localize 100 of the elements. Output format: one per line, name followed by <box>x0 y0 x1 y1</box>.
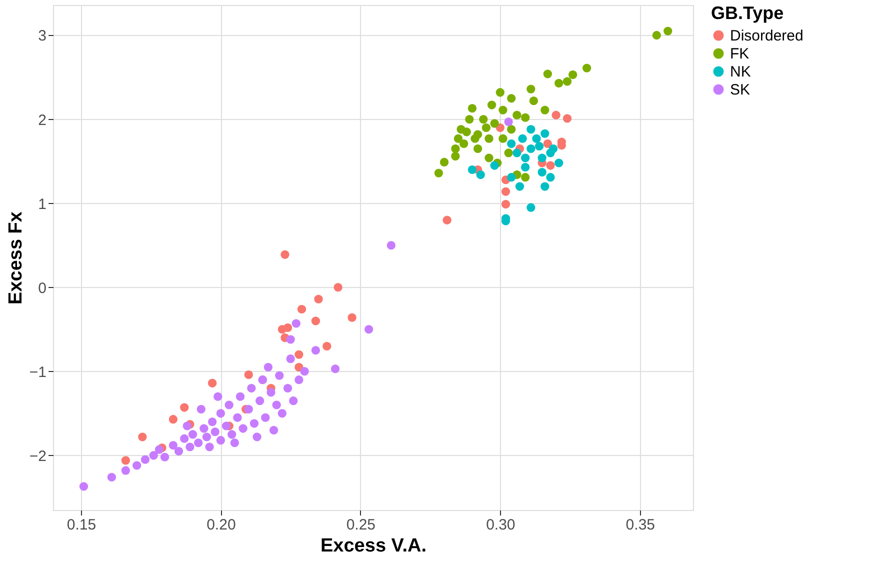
point <box>311 346 320 355</box>
point <box>160 452 170 462</box>
y-tick-label: 3 <box>38 28 46 45</box>
point <box>473 144 482 154</box>
point <box>149 451 158 460</box>
point <box>224 400 234 410</box>
point <box>208 378 217 388</box>
point <box>520 154 530 162</box>
x-tick-label: 0.15 <box>66 516 96 534</box>
point <box>348 313 356 322</box>
point <box>244 370 253 380</box>
point <box>501 187 510 196</box>
point <box>202 432 212 442</box>
point <box>269 426 278 434</box>
point <box>540 106 550 114</box>
point <box>121 456 130 465</box>
point <box>196 404 206 414</box>
point <box>222 422 231 430</box>
x-tick-label: 0.25 <box>346 516 376 534</box>
point <box>534 142 544 150</box>
point <box>138 432 147 442</box>
point <box>300 367 309 376</box>
point <box>272 400 281 410</box>
point <box>255 396 264 406</box>
point <box>250 419 259 428</box>
point <box>476 170 485 180</box>
point <box>182 422 192 430</box>
point <box>264 362 273 372</box>
point <box>546 161 555 170</box>
point <box>504 148 513 158</box>
point <box>484 134 494 143</box>
point <box>311 316 320 326</box>
point <box>180 403 189 412</box>
point <box>479 114 488 124</box>
point <box>442 216 452 224</box>
point <box>473 130 482 139</box>
point <box>529 96 538 106</box>
point <box>261 413 270 422</box>
point <box>180 434 189 443</box>
point <box>465 114 474 124</box>
point <box>552 110 560 120</box>
point <box>526 84 536 94</box>
point <box>468 104 477 113</box>
point <box>210 428 220 436</box>
point <box>79 482 88 491</box>
point <box>538 154 546 162</box>
point <box>554 78 564 88</box>
x-tick-label: 0.20 <box>206 516 236 534</box>
y-tick-label: −2 <box>29 448 46 465</box>
legend-label: NK <box>730 64 751 80</box>
point <box>546 172 555 182</box>
point <box>462 128 471 136</box>
point <box>330 364 340 374</box>
point <box>186 442 194 452</box>
point <box>526 144 536 154</box>
legend-title: GB.Type <box>711 3 784 23</box>
point <box>238 424 248 433</box>
point <box>468 165 477 174</box>
point <box>451 152 460 161</box>
point <box>526 203 536 212</box>
point <box>532 134 541 143</box>
point <box>294 350 304 359</box>
legend-label: Disordered <box>730 28 804 44</box>
point <box>512 110 522 120</box>
point <box>286 335 295 344</box>
point <box>451 144 460 154</box>
point <box>322 342 332 350</box>
point <box>278 325 286 334</box>
point <box>562 77 572 86</box>
point <box>440 158 449 166</box>
y-tick-label: 2 <box>38 112 46 129</box>
x-tick-label: 0.30 <box>486 516 516 534</box>
point <box>482 123 491 132</box>
point <box>484 154 494 162</box>
y-tick-label: 1 <box>38 196 46 213</box>
point <box>297 304 306 314</box>
point <box>526 125 536 134</box>
point <box>520 172 530 182</box>
point <box>208 417 217 426</box>
point <box>216 436 226 445</box>
point <box>507 139 516 148</box>
point <box>496 88 504 97</box>
point <box>568 70 578 80</box>
point <box>512 148 522 158</box>
point <box>140 455 150 464</box>
point <box>168 414 178 424</box>
legend-label: FK <box>730 46 750 62</box>
point <box>266 388 276 397</box>
point <box>194 438 203 448</box>
point <box>174 446 184 456</box>
point <box>664 26 672 36</box>
point <box>294 362 304 372</box>
point <box>205 442 214 452</box>
point <box>460 139 468 148</box>
point <box>292 319 300 328</box>
x-tick-label: 0.35 <box>626 516 655 534</box>
y-tick-label: −1 <box>29 364 46 381</box>
point <box>540 182 550 191</box>
point <box>386 240 396 250</box>
point <box>280 250 290 259</box>
